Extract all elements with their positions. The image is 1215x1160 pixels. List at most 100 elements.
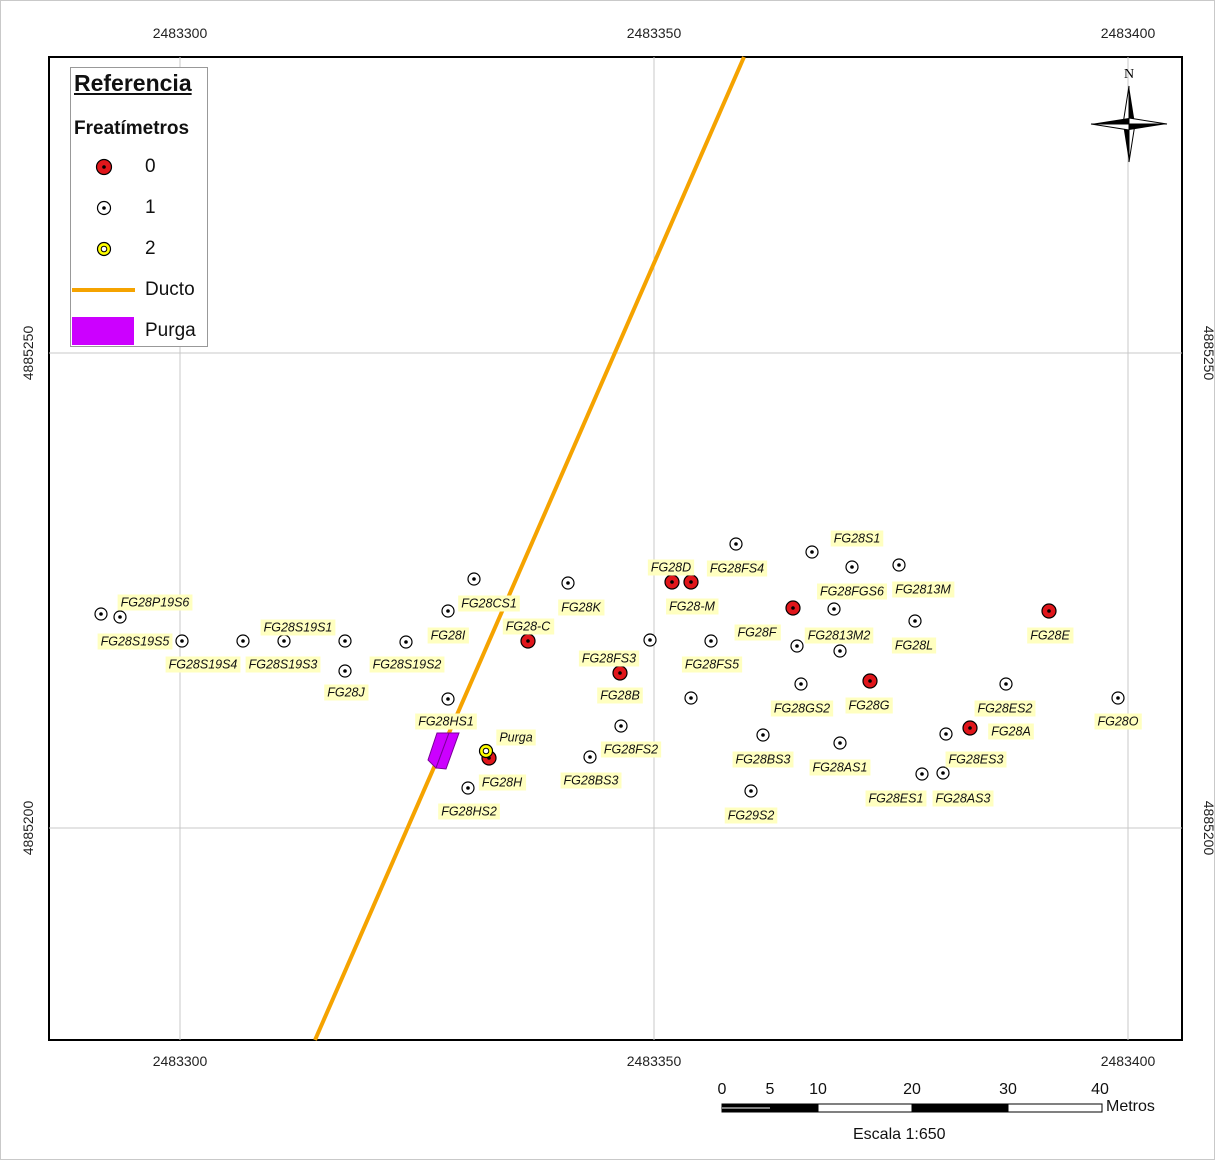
well-label-bg	[845, 697, 893, 714]
well-label-bg	[809, 759, 871, 776]
x-tick-bottom: 2483400	[1101, 1053, 1156, 1069]
well-label: FG2813M2	[808, 629, 871, 643]
well-label: FG28BS3	[564, 774, 619, 788]
well-label-bg	[734, 624, 781, 641]
well-label-bg	[597, 687, 643, 704]
well-marker-2	[478, 743, 494, 759]
legend-item: Purga	[71, 316, 207, 346]
well-marker-1	[94, 607, 108, 621]
well-label-bg	[1094, 713, 1142, 730]
well-label-bg	[830, 530, 884, 547]
well-marker-0	[683, 574, 699, 590]
well-marker	[338, 634, 352, 648]
well-marker-1	[939, 727, 953, 741]
well-label: FG28S19S3	[249, 658, 318, 672]
y-tick-right: 4885250	[1201, 326, 1215, 381]
well-label-bg	[706, 560, 768, 577]
well-label: FG28AS3	[936, 792, 991, 806]
scale-tick-label: 0	[717, 1081, 727, 1098]
well-marker-1	[461, 781, 475, 795]
well-marker-1	[399, 635, 413, 649]
legend-item: 1	[71, 193, 207, 223]
legend-label: Ducto	[145, 279, 195, 300]
x-tick-top: 2483350	[627, 25, 682, 41]
well-label: FG28F	[738, 626, 778, 640]
well-marker	[833, 644, 847, 658]
well-marker	[684, 691, 698, 705]
well-label-bg	[891, 637, 937, 654]
well-marker-1	[441, 604, 455, 618]
well-label-bg	[117, 594, 193, 611]
well-label: FG28FS2	[604, 743, 658, 757]
well-marker-1	[236, 634, 250, 648]
duct-line	[313, 56, 746, 1041]
y-tick-right: 4885200	[1201, 801, 1215, 856]
well-label: FG28FS5	[685, 658, 739, 672]
well-label-bg	[804, 627, 874, 644]
well-label-bg	[478, 774, 527, 791]
well-label: Purga	[499, 731, 532, 745]
legend-title: Referencia	[74, 70, 192, 96]
well-label: FG28O	[1098, 715, 1139, 729]
well-label-bg	[1027, 627, 1074, 644]
well-label: FG2813M	[895, 583, 951, 597]
duct-line-icon	[72, 288, 135, 292]
well-label: FG29S2	[728, 809, 775, 823]
well-label: FG28S19S2	[373, 658, 442, 672]
well-marker-1	[467, 572, 481, 586]
scale-unit: Metros	[1106, 1098, 1155, 1115]
well-marker-1	[936, 766, 950, 780]
well-marker-0	[862, 673, 878, 689]
well-label: FG28FGS6	[820, 585, 884, 599]
well-label-bg	[666, 598, 719, 615]
well-label-bg	[558, 599, 605, 616]
well-label-bg	[988, 723, 1034, 740]
well-marker-1	[915, 767, 929, 781]
well-marker-1	[794, 677, 808, 691]
well-label: FG28FS3	[582, 652, 636, 666]
legend-label: 0	[145, 156, 156, 177]
well-marker-1	[833, 736, 847, 750]
well-label-bg	[496, 729, 536, 746]
x-tick-bottom: 2483350	[627, 1053, 682, 1069]
scale-tick-label: 40	[1091, 1081, 1109, 1098]
well-label-bg	[502, 618, 555, 635]
yellow-well-icon	[96, 241, 112, 257]
well-label: FG28AS1	[813, 761, 868, 775]
well-marker-1	[999, 677, 1013, 691]
y-tick-left: 4885200	[20, 801, 36, 856]
well-marker-1	[892, 558, 906, 572]
well-label: FG28E	[1030, 629, 1070, 643]
well-label: FG28FS4	[710, 562, 764, 576]
well-label-bg	[932, 790, 994, 807]
well-label: FG28HS1	[418, 715, 474, 729]
well-label: FG28K	[561, 601, 601, 615]
well-marker-0	[612, 665, 628, 681]
coordinate-labels: 2483300 2483350 2483400 2483300 2483350 …	[20, 25, 1215, 1069]
x-tick-top: 2483400	[1101, 25, 1156, 41]
well-label: FG28ES2	[978, 702, 1033, 716]
well-label-bg	[732, 751, 794, 768]
well-marker-1	[729, 537, 743, 551]
scale-ratio: Escala 1:650	[853, 1126, 946, 1143]
north-label: N	[1124, 67, 1134, 82]
well-label-bg	[165, 656, 241, 673]
well-label: FG28B	[600, 689, 640, 703]
well-label: FG28S19S1	[264, 621, 333, 635]
well-label-bg	[438, 803, 500, 820]
scale-tick-label: 10	[809, 1081, 827, 1098]
legend-label: Purga	[145, 320, 196, 341]
well-label-bg	[245, 656, 321, 673]
well-label: FG28I	[431, 629, 466, 643]
north-arrow-icon: N	[1090, 67, 1168, 163]
well-marker-1	[277, 634, 291, 648]
well-label-bg	[458, 595, 520, 612]
legend-subtitle: Freatímetros	[74, 118, 190, 139]
well-label: FG28GS2	[774, 702, 830, 716]
well-marker-0	[664, 574, 680, 590]
purge-polygon-icon	[72, 317, 134, 345]
well-marker-1	[908, 614, 922, 628]
well-label: FG28S19S4	[169, 658, 238, 672]
